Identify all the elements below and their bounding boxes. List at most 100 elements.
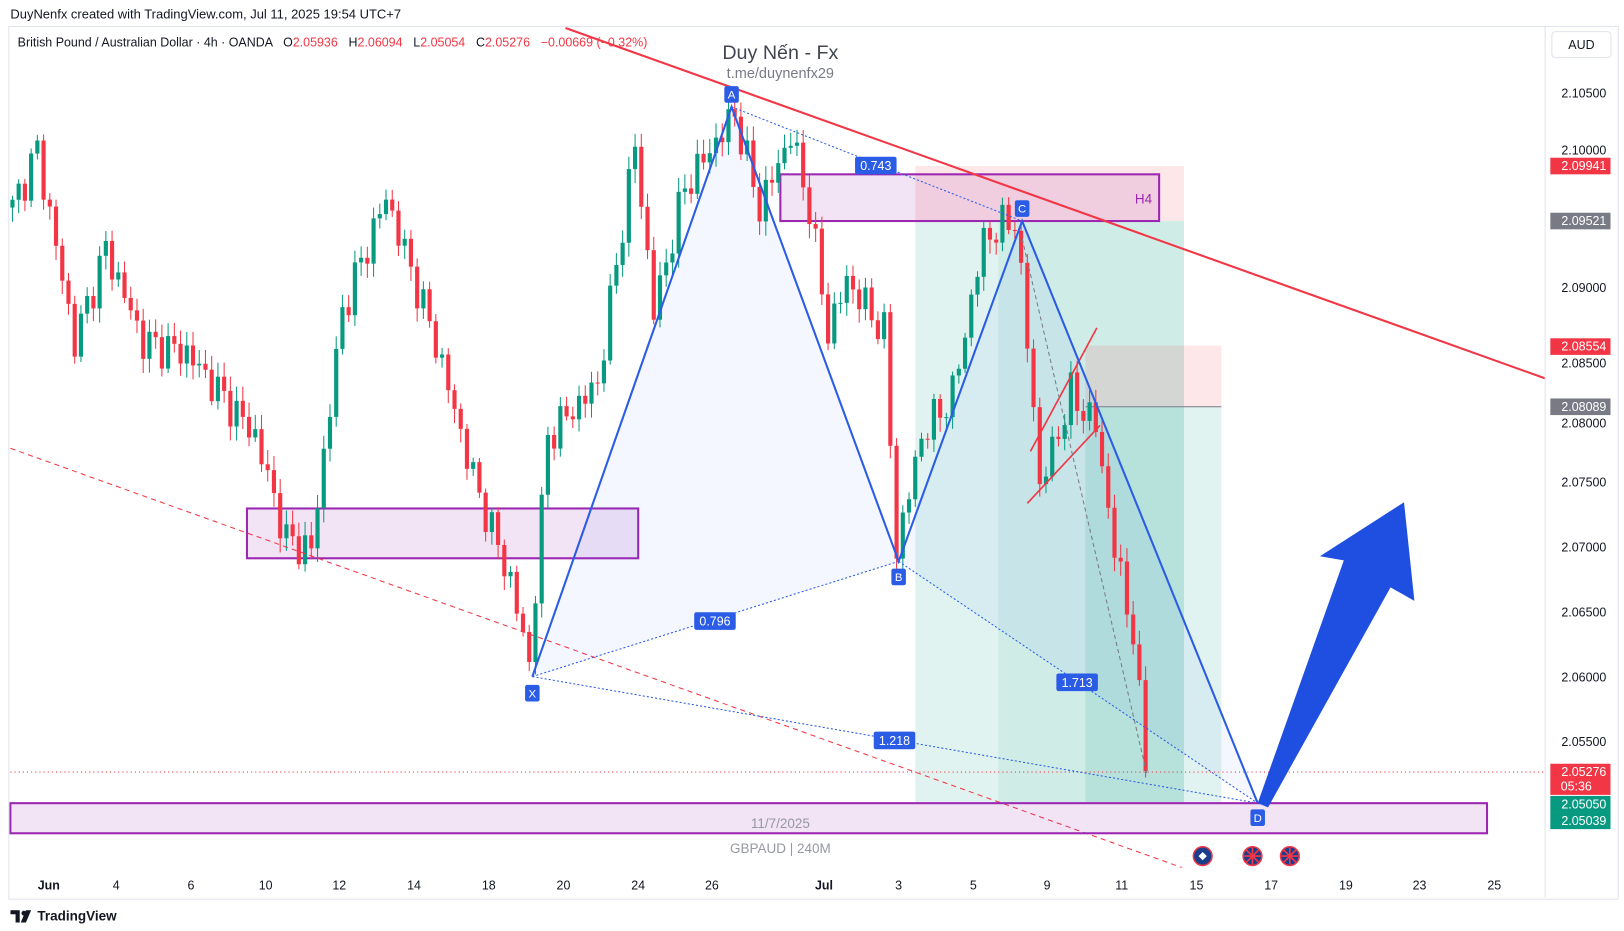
candle (987, 221, 993, 254)
candle (439, 347, 445, 368)
candle-body (203, 363, 208, 370)
channel-upper-line[interactable] (1029, 327, 1098, 452)
candle-body (514, 571, 519, 614)
candle-body (427, 289, 432, 322)
candle-body (209, 369, 214, 402)
candle (539, 486, 544, 618)
candle-body (190, 345, 196, 366)
candle (925, 433, 930, 449)
candle-body (471, 462, 476, 469)
candle (969, 289, 974, 347)
price-axis-labels: 2.09941 2.09521 2.08554 2.08089 2.0527605:36… (1550, 157, 1611, 830)
flag-icon-australia[interactable] (1192, 845, 1213, 867)
price-axis[interactable]: 2.10500 2.10000 2.09000 2.08500 2.08000 2.075… (1561, 87, 1606, 750)
candle (938, 394, 943, 432)
candle-body (134, 310, 140, 321)
candle (502, 539, 507, 591)
dashed-support-trendline[interactable] (10, 447, 1193, 871)
close-label: C (475, 35, 485, 50)
h4-supply-zone-box[interactable] (779, 173, 1161, 223)
candle-body (576, 395, 582, 420)
target-zone-box[interactable] (9, 802, 1489, 835)
price-label-value: 2.05050 (1561, 797, 1606, 811)
time-tick: Jul (815, 878, 833, 892)
candle (676, 177, 681, 268)
candle-body (1075, 372, 1080, 411)
candle-body (527, 631, 532, 663)
candle-body (327, 416, 333, 449)
flag-icon-uk[interactable] (1242, 845, 1263, 867)
candle (85, 287, 90, 324)
candle (788, 132, 793, 154)
svg-text:C: C (1018, 204, 1026, 216)
candle-body (969, 294, 974, 338)
candle-body (72, 303, 77, 357)
candle-body (570, 416, 575, 420)
candle (645, 193, 650, 260)
candle-body (16, 183, 21, 200)
channel-lower-line[interactable] (1026, 424, 1101, 504)
svg-text:0.796: 0.796 (699, 615, 730, 629)
pattern-point-c[interactable]: C (1014, 200, 1030, 217)
candle-body (1093, 402, 1098, 432)
price-tick: 2.06000 (1561, 670, 1606, 684)
price-tick: 2.10000 (1561, 144, 1606, 158)
flag-icon-uk-2[interactable] (1279, 845, 1300, 867)
candle (464, 423, 470, 480)
candle-body (340, 307, 345, 349)
time-axis[interactable]: Jun 4 6 10 12 14 18 20 24 26 Jul 3 5 9 11 15 17 19 23 25 (38, 878, 1502, 892)
candle (720, 123, 725, 157)
candle (166, 323, 171, 373)
candle (801, 129, 806, 201)
currency-button[interactable]: AUD (1551, 31, 1612, 59)
candle-body (545, 435, 550, 495)
candle (782, 134, 787, 170)
candle (284, 510, 289, 551)
candle (496, 507, 501, 560)
candle-body (794, 142, 800, 146)
candle-body (956, 368, 961, 376)
candle-body (284, 524, 289, 539)
pattern-point-a[interactable]: A (724, 86, 739, 103)
candle (141, 308, 146, 373)
candle (253, 414, 258, 442)
pattern-point-x[interactable]: X (525, 684, 540, 702)
watermark-date: 11/7/2025 (751, 816, 810, 831)
price-label: 2.05039 (1550, 812, 1611, 830)
candle-body (626, 169, 631, 243)
candle-body (91, 296, 96, 309)
pattern-point-d[interactable]: D (1250, 809, 1265, 827)
candle-body (1087, 402, 1092, 421)
candle (458, 403, 463, 443)
candle (533, 595, 538, 675)
candle-body (533, 603, 538, 663)
candle (91, 286, 96, 322)
candle-body (246, 416, 252, 438)
candle-body (620, 242, 625, 266)
candle-body (676, 191, 681, 254)
candle (558, 397, 563, 457)
candle-body (10, 199, 15, 208)
candle-body (97, 255, 102, 309)
demand-zone-box[interactable] (245, 507, 640, 560)
candle (670, 239, 675, 277)
candle (576, 385, 582, 432)
candle (882, 303, 887, 349)
long-stop-zone (1085, 345, 1222, 407)
candle (713, 123, 719, 167)
candle (1099, 419, 1105, 474)
pattern-point-b[interactable]: B (891, 568, 906, 586)
tradingview-logo[interactable]: TradingView (10, 908, 117, 924)
candle (595, 371, 600, 396)
symbol-legend[interactable]: British Pound / Australian Dollar · 4h ·… (18, 35, 648, 50)
close-value: 2.05276 (484, 35, 531, 50)
pattern-legs[interactable] (531, 103, 1259, 804)
bullish-arrow[interactable] (1257, 502, 1415, 808)
candle (900, 505, 905, 573)
price-label: 2.09941 (1550, 157, 1611, 175)
candle-body (483, 492, 488, 533)
candle (29, 148, 34, 208)
price-tick: 2.05500 (1561, 735, 1606, 749)
candle (340, 294, 345, 355)
